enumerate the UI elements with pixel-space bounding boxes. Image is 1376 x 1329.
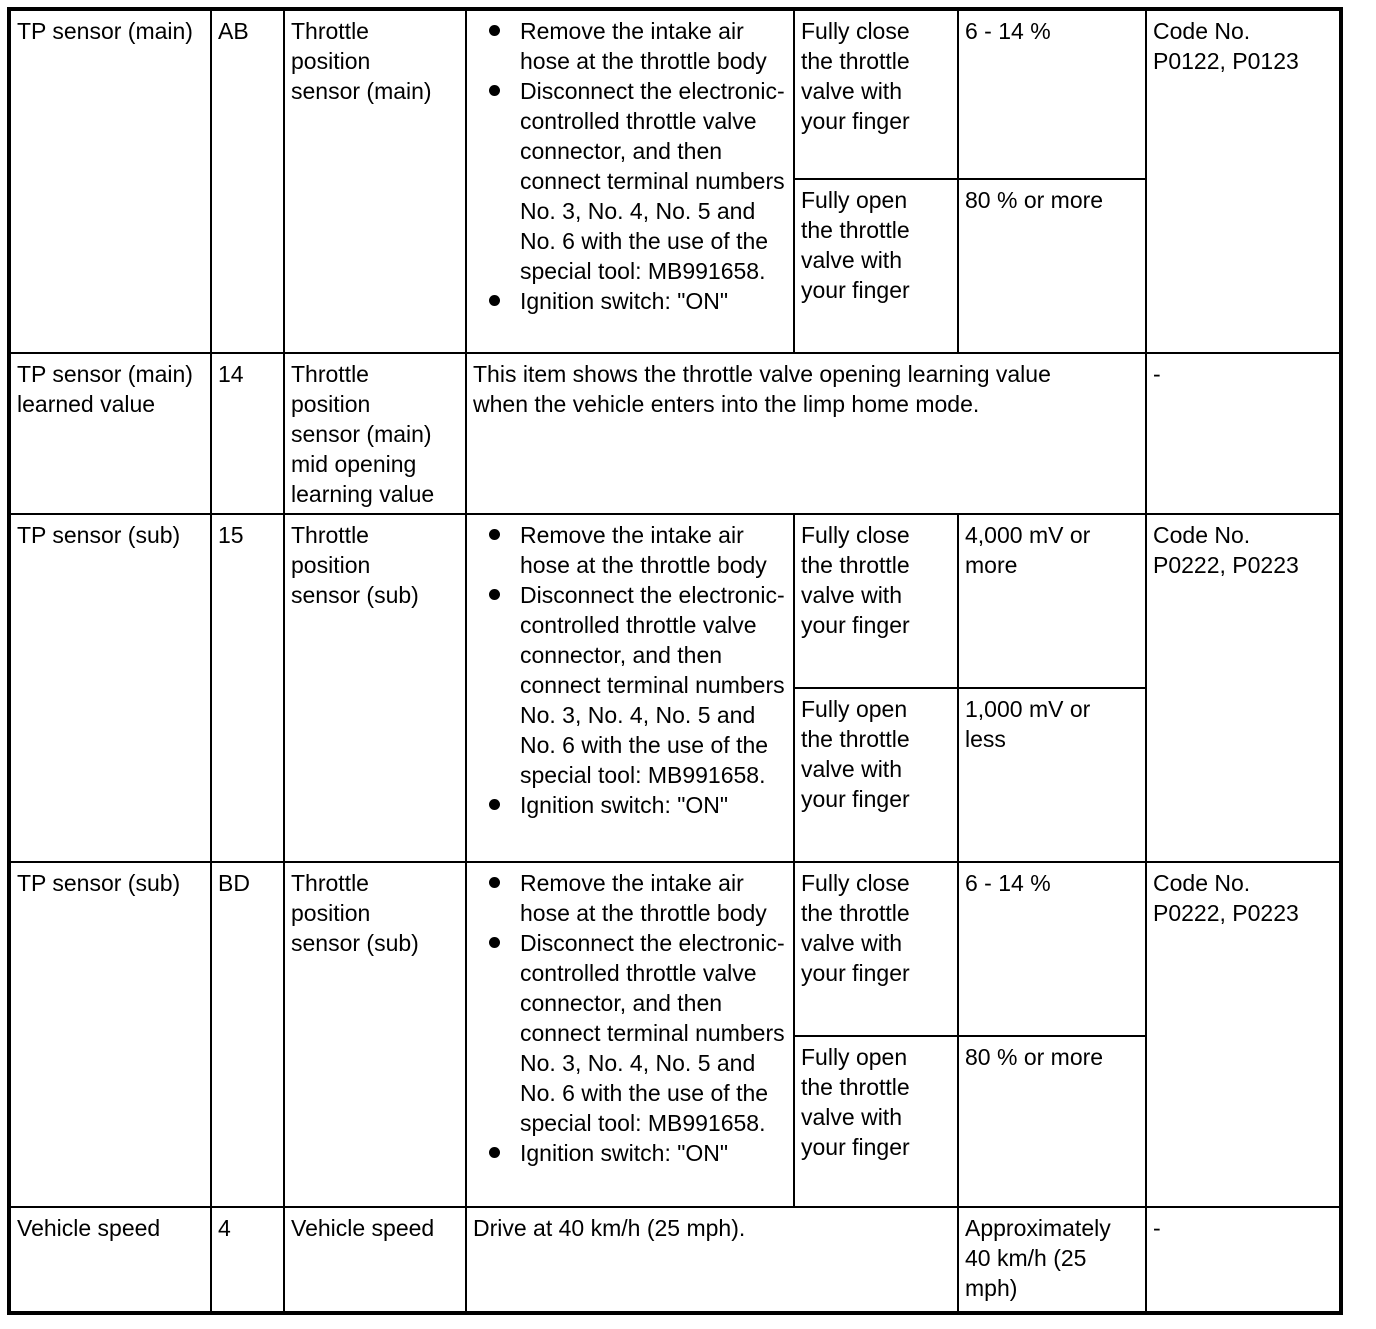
inspection-procedure-cell: Remove the intake air hose at the thrott… [465, 513, 795, 863]
item-name-cell: Throttle position sensor (sub) [283, 513, 467, 863]
procedure-step-text: Remove the intake air hose at the thrott… [520, 18, 767, 74]
inspection-procedure-cell: Remove the intake air hose at the thrott… [465, 8, 795, 354]
procedure-step-text: Remove the intake air hose at the thrott… [520, 870, 767, 926]
normal-value-cell: 1,000 mV or less [957, 687, 1147, 863]
table-subrow: Fully open the throttle valve with your … [9, 687, 1341, 863]
condition-cell: Fully open the throttle valve with your … [793, 687, 959, 863]
diagnostic-code-cell: Code No. P0222, P0223 [1145, 513, 1342, 863]
normal-value-cell: 6 - 14 % [957, 8, 1147, 180]
bullet-icon [489, 877, 500, 888]
procedure-step: Remove the intake air hose at the thrott… [475, 16, 787, 76]
condition-cell: Fully close the throttle valve with your… [793, 8, 959, 180]
table-row: TP sensor (main) learned value 14 Thrott… [8, 352, 1342, 515]
bullet-icon [489, 589, 500, 600]
condition-cell: Fully open the throttle valve with your … [793, 178, 959, 354]
condition-cell: Fully open the throttle valve with your … [793, 1035, 959, 1208]
procedure-step: Ignition switch: "ON" [475, 1138, 787, 1168]
procedure-step-text: Remove the intake air hose at the thrott… [520, 522, 767, 578]
procedure-step-text: Ignition switch: "ON" [520, 288, 729, 314]
condition-cell: Fully close the throttle valve with your… [793, 513, 959, 689]
condition-cell: Fully close the throttle valve with your… [793, 861, 959, 1037]
procedure-step: Disconnect the electronic-controlled thr… [475, 580, 787, 790]
bullet-icon [489, 1147, 500, 1158]
item-cell: TP sensor (main) [8, 8, 212, 354]
table-row: TP sensor (sub) 15 Throttle position sen… [8, 513, 1342, 863]
diagnostic-code-cell: Code No. P0122, P0123 [1145, 8, 1342, 354]
code-label: Code No. [1153, 870, 1251, 896]
procedure-step: Disconnect the electronic-controlled thr… [475, 76, 787, 286]
code-values: P0222, P0223 [1153, 552, 1299, 578]
normal-value-cell: 6 - 14 % [957, 861, 1147, 1037]
item-cell: TP sensor (sub) [8, 861, 212, 1208]
procedure-step: Remove the intake air hose at the thrott… [475, 520, 787, 580]
item-name-cell: Throttle position sensor (sub) [283, 861, 467, 1208]
item-name-cell: Throttle position sensor (main) mid open… [283, 352, 467, 515]
bullet-icon [489, 295, 500, 306]
table-row: TP sensor (main) AB Throttle position se… [8, 8, 1342, 354]
diagnostic-data-table: TP sensor (main) AB Throttle position se… [7, 7, 1343, 1315]
procedure-step-text: Disconnect the electronic-controlled thr… [520, 78, 785, 284]
bullet-icon [489, 937, 500, 948]
procedure-step-text: Disconnect the electronic-controlled thr… [520, 582, 785, 788]
table-row: TP sensor (sub) BD Throttle position sen… [8, 861, 1342, 1208]
table-row: Vehicle speed 4 Vehicle speed Drive at 4… [8, 1206, 1342, 1314]
table-subrow: Fully open the throttle valve with your … [9, 178, 1341, 354]
item-code-cell: 15 [210, 513, 285, 863]
bullet-icon [489, 799, 500, 810]
item-name-cell: Throttle position sensor (main) [283, 8, 467, 354]
normal-value-cell: 80 % or more [957, 178, 1147, 354]
item-cell: TP sensor (main) learned value [8, 352, 212, 515]
diagnostic-code-cell: Code No. P0222, P0223 [1145, 861, 1342, 1208]
procedure-step-text: Ignition switch: "ON" [520, 1140, 729, 1166]
code-values: P0222, P0223 [1153, 900, 1299, 926]
procedure-step-text: Disconnect the electronic-controlled thr… [520, 930, 785, 1136]
inspection-procedure-cell: Remove the intake air hose at the thrott… [465, 861, 795, 1208]
diagnostic-code-cell: - [1145, 352, 1342, 515]
normal-value-cell: Approximately 40 km/h (25 mph) [957, 1206, 1147, 1314]
code-label: Code No. [1153, 18, 1251, 44]
normal-value-cell: 4,000 mV or more [957, 513, 1147, 689]
item-code-cell: BD [210, 861, 285, 1208]
item-cell: TP sensor (sub) [8, 513, 212, 863]
item-code-cell: 14 [210, 352, 285, 515]
procedure-step: Ignition switch: "ON" [475, 790, 787, 820]
procedure-step-text: Ignition switch: "ON" [520, 792, 729, 818]
code-values: P0122, P0123 [1153, 48, 1299, 74]
item-cell: Vehicle speed [8, 1206, 212, 1314]
code-label: Code No. [1153, 522, 1251, 548]
normal-value-cell: 80 % or more [957, 1035, 1147, 1208]
bullet-icon [489, 529, 500, 540]
item-code-cell: AB [210, 8, 285, 354]
procedure-step: Remove the intake air hose at the thrott… [475, 868, 787, 928]
table-subrow: Fully open the throttle valve with your … [9, 1035, 1341, 1208]
procedure-step: Ignition switch: "ON" [475, 286, 787, 316]
bullet-icon [489, 85, 500, 96]
bullet-icon [489, 25, 500, 36]
item-code-cell: 4 [210, 1206, 285, 1314]
description-cell: This item shows the throttle valve openi… [465, 352, 1147, 515]
item-name-cell: Vehicle speed [283, 1206, 467, 1314]
diagnostic-code-cell: - [1145, 1206, 1342, 1314]
inspection-procedure-cell: Drive at 40 km/h (25 mph). [465, 1206, 959, 1314]
procedure-step: Disconnect the electronic-controlled thr… [475, 928, 787, 1138]
